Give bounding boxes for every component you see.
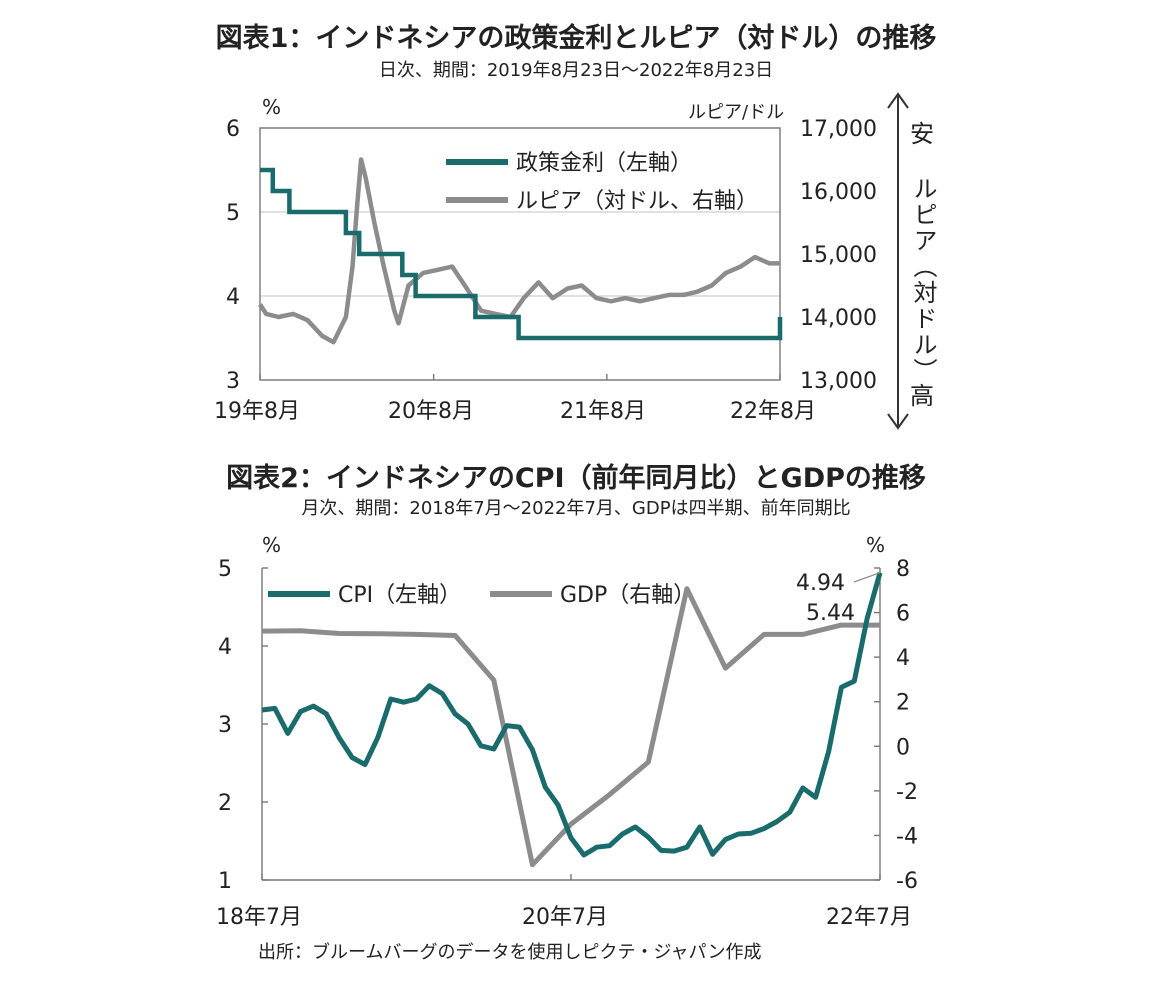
legend-label-rupiah: ルピア（対ドル、右軸） <box>516 189 758 214</box>
y-right-tick-label: 13,000 <box>800 369 877 394</box>
cpi-label-leader <box>853 572 881 583</box>
y-right-unit: ルピア/ドル <box>688 102 784 123</box>
legend-label-gdp: GDP（右軸） <box>560 583 695 608</box>
annotation-rupiah-vertical: ルピア（対ドル） <box>909 176 937 384</box>
fig1-subtitle: 日次、期間：2019年8月23日～2022年8月23日 <box>378 60 774 81</box>
cpi-line <box>261 572 883 858</box>
arrow-head-down-icon <box>887 413 909 430</box>
annotation-expensive: 高 <box>910 382 934 410</box>
fig2-subtitle: 月次、期間：2018年7月～2022年7月、GDPは四半期、前年同期比 <box>301 498 851 519</box>
y-right-tick-label: 0 <box>896 735 910 760</box>
y-right-tick-label: 14,000 <box>800 306 877 331</box>
y-left-tick-label: 6 <box>226 117 240 142</box>
fig1-title: 図表1：インドネシアの政策金利とルピア（対ドル）の推移 <box>215 23 937 54</box>
y-left-tick-label: 5 <box>218 557 232 582</box>
y-right-tick-label: 8 <box>896 557 910 582</box>
fig2-title: 図表2：インドネシアのCPI（前年同月比）とGDPの推移 <box>226 463 926 494</box>
y-left-tick-label: 5 <box>226 201 240 226</box>
cpi-last-value-label: 4.94 <box>796 571 845 596</box>
gdp-last-value-label: 5.44 <box>806 601 855 626</box>
y-right-unit: % <box>866 533 885 557</box>
y-right-tick-label: 15,000 <box>800 243 877 268</box>
arrow-head-up-icon <box>887 92 909 109</box>
x-tick-label: 21年8月 <box>560 399 646 424</box>
annotation-cheap: 安 <box>910 120 934 148</box>
y-right-tick-label: 17,000 <box>800 117 877 142</box>
x-tick-label: 22年7月 <box>826 905 912 930</box>
x-tick-label: 18年7月 <box>216 905 302 930</box>
x-tick-label: 22年8月 <box>730 399 816 424</box>
y-left-tick-label: 3 <box>218 713 232 738</box>
source-note: 出所：ブルームバーグのデータを使用しピクテ・ジャパン作成 <box>258 942 762 963</box>
y-right-tick-label: 2 <box>896 691 910 716</box>
y-right-tick-label: -4 <box>896 824 918 849</box>
legend-label-cpi: CPI（左軸） <box>338 583 461 608</box>
y-left-tick-label: 4 <box>218 635 232 660</box>
y-right-tick-label: 4 <box>896 646 910 671</box>
y-right-tick-label: -2 <box>896 780 918 805</box>
x-tick-label: 20年7月 <box>522 905 608 930</box>
gdp-line <box>261 586 880 868</box>
y-right-tick-label: 16,000 <box>800 180 877 205</box>
policy-rate-line <box>260 167 783 341</box>
legend-label-policy-rate: 政策金利（左軸） <box>516 151 692 176</box>
y-left-tick-label: 4 <box>226 285 240 310</box>
y-right-tick-label: 6 <box>896 602 910 627</box>
rupiah-line <box>258 157 780 345</box>
plot-frame <box>259 127 781 381</box>
x-tick-label: 20年8月 <box>388 399 474 424</box>
y-left-unit: % <box>262 533 281 557</box>
x-tick-label: 19年8月 <box>214 399 300 424</box>
y-left-tick-label: 1 <box>218 869 232 894</box>
y-right-tick-label: -6 <box>896 869 918 894</box>
y-left-tick-label: 3 <box>226 369 240 394</box>
y-left-tick-label: 2 <box>218 791 232 816</box>
y-left-unit: % <box>262 95 281 119</box>
